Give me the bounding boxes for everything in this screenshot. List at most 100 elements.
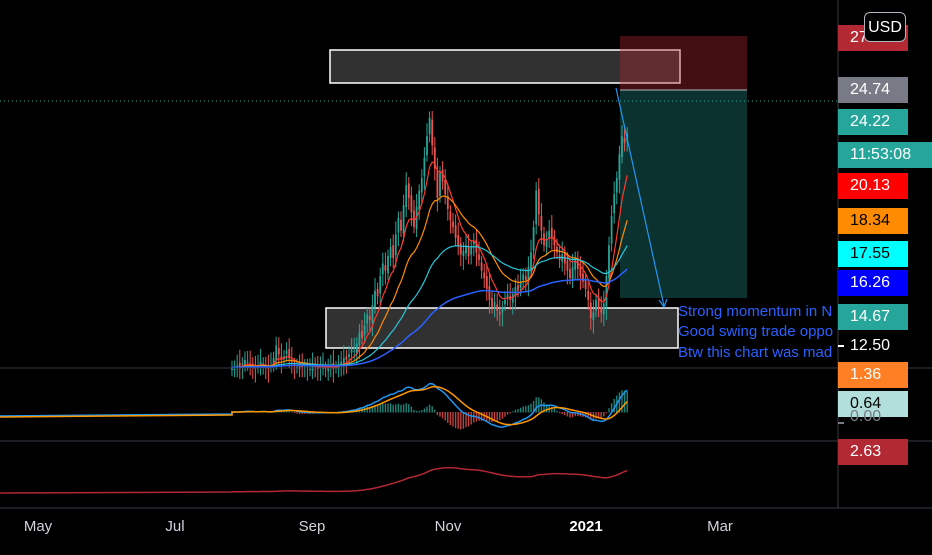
- price-label: 16.26: [838, 270, 908, 296]
- candle-body: [402, 205, 405, 234]
- time-axis-label: Jul: [165, 518, 185, 535]
- candle-body: [584, 279, 587, 289]
- candle-body: [472, 241, 475, 245]
- candle-body: [454, 225, 457, 238]
- candle-body: [387, 256, 389, 274]
- price-label-text: 11:53:08: [850, 146, 912, 163]
- price-label-tick: [838, 220, 844, 222]
- candle-body: [613, 194, 616, 214]
- candle-body: [446, 196, 449, 209]
- candle-body: [621, 136, 623, 157]
- candle-body: [426, 136, 428, 156]
- candle-body: [478, 254, 480, 260]
- price-label-text: 16.26: [850, 274, 891, 291]
- candle-body: [600, 307, 603, 313]
- candle-body: [410, 195, 413, 213]
- price-label-tick: [838, 403, 844, 405]
- candle-body: [283, 356, 285, 359]
- candle-body: [433, 147, 436, 169]
- candle-body: [618, 154, 621, 180]
- candle-body: [457, 235, 460, 246]
- price-label-text: 1.36: [850, 366, 882, 383]
- candle-body: [550, 227, 553, 238]
- price-label: 0.64: [838, 391, 908, 417]
- projection-arrow-head: [658, 298, 668, 309]
- price-label-text: 24.22: [850, 113, 891, 130]
- candle-body: [498, 312, 501, 315]
- price-label: 12.50: [838, 333, 908, 359]
- candle-body: [431, 119, 434, 146]
- ema-medium-line: [231, 195, 628, 369]
- price-label-tick: [838, 185, 844, 187]
- price-label: 2.63: [838, 439, 908, 465]
- candle-body: [449, 211, 452, 220]
- price-label: 0.00: [838, 410, 908, 424]
- candle-body: [280, 356, 283, 360]
- candle-body: [288, 348, 291, 359]
- annotation-line: Good swing trade oppo: [678, 323, 834, 340]
- candle-body: [397, 217, 400, 233]
- price-label-text: 12.50: [850, 337, 891, 354]
- price-label-text: 18.34: [850, 212, 891, 229]
- price-label-text: 14.67: [850, 308, 891, 325]
- price-label-tick: [838, 316, 844, 318]
- price-label: 11:53:08: [838, 142, 932, 168]
- candle-body: [506, 294, 509, 299]
- candle-body: [275, 345, 278, 360]
- candle-body: [556, 247, 558, 253]
- candle-body: [465, 245, 467, 254]
- candle-body: [358, 332, 361, 346]
- price-label: 17.55: [838, 241, 908, 267]
- candle-body: [244, 359, 246, 366]
- candle-body: [350, 348, 353, 353]
- candle-body: [517, 285, 519, 291]
- annotation-line: Strong momentum in N: [678, 303, 833, 320]
- ema-long-line: [232, 268, 628, 368]
- price-label: 20.13: [838, 173, 908, 199]
- candle-body: [444, 179, 447, 195]
- candle-body: [423, 157, 426, 177]
- price-label-tick: [838, 121, 844, 123]
- candle-body: [537, 188, 540, 215]
- candle-body: [459, 243, 462, 255]
- candle-body: [592, 312, 595, 320]
- annotation-line: Btw this chart was mad: [678, 344, 833, 361]
- candle-body: [366, 314, 369, 324]
- candle-body: [488, 286, 491, 300]
- candle-body: [439, 172, 441, 197]
- candle-body: [491, 298, 493, 308]
- candle-body: [355, 343, 358, 354]
- candle-body: [493, 301, 496, 309]
- candle-body: [436, 170, 439, 198]
- candle-body: [576, 259, 579, 269]
- price-label-text: 24.74: [850, 81, 891, 98]
- candle-body: [467, 247, 470, 257]
- candle-body: [309, 369, 311, 370]
- candle-body: [236, 365, 239, 368]
- candle-body: [475, 239, 478, 253]
- resistance-zone: [329, 49, 681, 84]
- candle-body: [470, 247, 473, 255]
- candle-body: [589, 302, 592, 319]
- candle-body: [532, 227, 535, 251]
- price-label-tick: [838, 37, 844, 39]
- signal-line: [0, 385, 628, 426]
- candle-body: [441, 169, 444, 182]
- candle-body: [623, 137, 626, 144]
- currency-selector-button[interactable]: USD: [864, 12, 906, 42]
- candle-body: [462, 250, 465, 257]
- candle-body: [238, 362, 241, 368]
- candle-body: [353, 350, 356, 352]
- candle-body: [566, 260, 569, 271]
- price-label-tick: [838, 89, 844, 91]
- candle-body: [342, 358, 345, 364]
- candle-body: [392, 245, 395, 258]
- candle-body: [277, 348, 280, 355]
- price-label: 24.74: [838, 77, 908, 103]
- price-label-tick: [838, 422, 844, 424]
- candle-body: [345, 356, 348, 360]
- candle-body: [246, 361, 249, 363]
- candle-body: [483, 272, 486, 278]
